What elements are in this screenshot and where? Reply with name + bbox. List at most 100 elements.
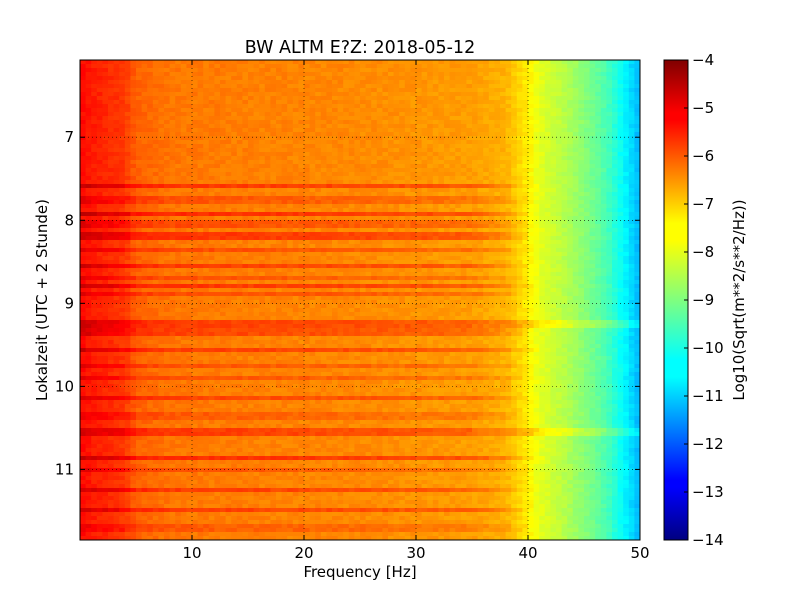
heatmap-cell <box>410 140 417 145</box>
heatmap-cell <box>231 148 238 153</box>
heatmap-cell <box>388 252 395 257</box>
heatmap-cell <box>438 256 445 261</box>
heatmap-cell <box>136 196 143 201</box>
heatmap-cell <box>315 208 322 213</box>
heatmap-cell <box>444 88 451 93</box>
heatmap-cell <box>130 240 137 245</box>
heatmap-cell <box>477 164 484 169</box>
heatmap-cell <box>264 168 271 173</box>
heatmap-cell <box>248 172 255 177</box>
heatmap-cell <box>544 104 551 109</box>
heatmap-cell <box>567 160 574 165</box>
heatmap-cell <box>124 180 131 185</box>
heatmap-cell <box>544 184 551 189</box>
heatmap-cell <box>102 108 109 113</box>
heatmap-cell <box>281 104 288 109</box>
heatmap-cell <box>292 144 299 149</box>
heatmap-cell <box>164 256 171 261</box>
heatmap-cell <box>136 84 143 89</box>
heatmap-cell <box>376 60 383 65</box>
heatmap-cell <box>270 116 277 121</box>
heatmap-cell <box>612 84 619 89</box>
heatmap-cell <box>393 80 400 85</box>
heatmap-cell <box>96 160 103 165</box>
heatmap-cell <box>287 216 294 221</box>
heatmap-cell <box>628 248 635 253</box>
heatmap-cell <box>354 180 361 185</box>
heatmap-cell <box>220 240 227 245</box>
heatmap-cell <box>113 244 120 249</box>
heatmap-cell <box>365 136 372 141</box>
heatmap-cell <box>315 172 322 177</box>
heatmap-cell <box>208 172 215 177</box>
heatmap-cell <box>80 112 87 117</box>
heatmap-cell <box>164 136 171 141</box>
heatmap-cell <box>466 132 473 137</box>
heatmap-cell <box>124 72 131 77</box>
heatmap-cell <box>416 148 423 153</box>
heatmap-cell <box>85 212 92 217</box>
heatmap-cell <box>388 92 395 97</box>
heatmap-cell <box>365 216 372 221</box>
heatmap-cell <box>337 84 344 89</box>
heatmap-cell <box>388 160 395 165</box>
heatmap-cell <box>192 136 199 141</box>
heatmap-cell <box>169 92 176 97</box>
heatmap-cell <box>236 188 243 193</box>
heatmap-cell <box>130 84 137 89</box>
heatmap-cell <box>505 144 512 149</box>
heatmap-cell <box>281 144 288 149</box>
heatmap-cell <box>180 92 187 97</box>
heatmap-cell <box>304 208 311 213</box>
heatmap-cell <box>584 100 591 105</box>
heatmap-cell <box>494 172 501 177</box>
heatmap-cell <box>522 92 529 97</box>
heatmap-cell <box>376 64 383 69</box>
heatmap-cell <box>192 64 199 69</box>
heatmap-cell <box>488 132 495 137</box>
heatmap-cell <box>628 68 635 73</box>
heatmap-cell <box>393 168 400 173</box>
heatmap-cell <box>595 72 602 77</box>
heatmap-cell <box>634 176 640 181</box>
heatmap-cell <box>231 68 238 73</box>
heatmap-cell <box>472 248 479 253</box>
heatmap-cell <box>264 124 271 129</box>
heatmap-cell <box>511 84 518 89</box>
heatmap-cell <box>416 192 423 197</box>
heatmap-cell <box>444 176 451 181</box>
heatmap-cell <box>220 92 227 97</box>
heatmap-cell <box>130 92 137 97</box>
heatmap-cell <box>186 200 193 205</box>
heatmap-cell <box>399 148 406 153</box>
heatmap-cell <box>225 188 232 193</box>
heatmap-cell <box>360 208 367 213</box>
heatmap-cell <box>416 180 423 185</box>
heatmap-cell <box>567 236 574 241</box>
heatmap-cell <box>455 256 462 261</box>
heatmap-cell <box>460 244 467 249</box>
heatmap-cell <box>449 68 456 73</box>
heatmap-cell <box>393 84 400 89</box>
heatmap-cell <box>309 228 316 233</box>
heatmap-cell <box>141 160 148 165</box>
heatmap-cell <box>292 256 299 261</box>
heatmap-cell <box>152 172 159 177</box>
heatmap-cell <box>628 196 635 201</box>
heatmap-cell <box>600 152 607 157</box>
heatmap-cell <box>376 156 383 161</box>
heatmap-cell <box>180 64 187 69</box>
heatmap-cell <box>130 216 137 221</box>
heatmap-cell <box>427 156 434 161</box>
heatmap-cell <box>488 124 495 129</box>
heatmap-cell <box>528 168 535 173</box>
heatmap-cell <box>264 220 271 225</box>
heatmap-cell <box>304 64 311 69</box>
heatmap-cell <box>410 244 417 249</box>
heatmap-cell <box>186 132 193 137</box>
heatmap-cell <box>556 68 563 73</box>
heatmap-cell <box>242 60 249 65</box>
heatmap-cell <box>444 96 451 101</box>
heatmap-cell <box>466 120 473 125</box>
heatmap-cell <box>360 132 367 137</box>
